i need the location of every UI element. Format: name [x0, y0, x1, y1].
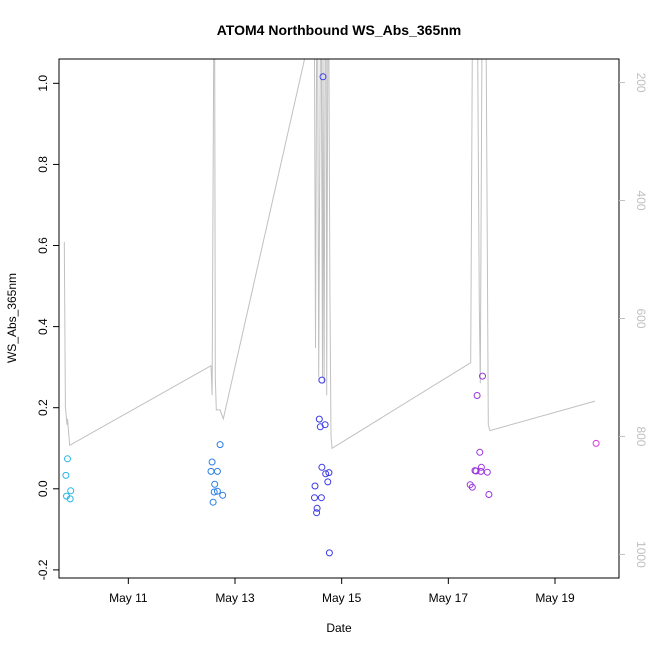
y-tick-label: 0.0: [36, 480, 50, 497]
y2-tick-label: 1000: [634, 541, 648, 568]
data-point-38: [468, 483, 476, 491]
secondary-line: [63, 59, 596, 450]
data-point-36: [483, 468, 491, 476]
data-point-12: [219, 491, 227, 499]
data-point-16: [315, 415, 323, 423]
data-point-10: [210, 488, 218, 496]
data-point-21: [322, 470, 330, 478]
data-point-32: [477, 463, 485, 471]
plot-frame: [58, 58, 620, 579]
y-tick-label: 0.8: [36, 156, 50, 173]
y-axis-label: WS_Abs_365nm: [5, 273, 19, 363]
y-tick-label: 0.4: [36, 318, 50, 335]
data-point-40: [592, 439, 600, 447]
data-point-22: [324, 478, 332, 486]
data-point-18: [316, 423, 324, 431]
y-tick-label: 0.2: [36, 399, 50, 416]
y2-tick-label: 200: [634, 73, 648, 93]
data-point-26: [313, 504, 321, 512]
data-point-15: [318, 376, 326, 384]
data-point-27: [313, 509, 321, 517]
data-point-28: [325, 549, 333, 557]
x-tick-label: May 15: [322, 591, 362, 605]
data-point-39: [485, 491, 493, 498]
y-tick-label: 1.0: [36, 75, 50, 92]
x-tick-label: May 17: [429, 591, 469, 605]
y-tick-label: 0.6: [36, 237, 50, 254]
data-point-30: [473, 392, 481, 399]
data-point-14: [319, 73, 327, 81]
secondary-series: [63, 59, 596, 450]
data-point-24: [311, 494, 318, 502]
data-point-5: [208, 458, 216, 466]
data-point-8: [216, 441, 224, 449]
data-point-3: [67, 487, 75, 495]
data-point-11: [213, 487, 221, 495]
data-point-0: [62, 471, 70, 479]
data-point-34: [472, 467, 480, 475]
x-tick-label: May 19: [535, 591, 575, 605]
data-point-31: [476, 448, 484, 456]
data-point-13: [209, 498, 217, 506]
data-point-4: [66, 495, 74, 503]
data-point-19: [318, 463, 326, 471]
y2-tick-label: 800: [634, 426, 648, 446]
data-point-23: [311, 482, 319, 490]
y2-tick-label: 600: [634, 308, 648, 328]
y2-tick-label: 400: [634, 191, 648, 211]
data-point-9: [211, 480, 219, 488]
axes: May 11 May 13 May 15 May 17 May 19 -0.2 0.0 0.2…: [36, 58, 648, 605]
x-tick-label: May 13: [215, 591, 255, 605]
y-tick-label: -0.2: [36, 559, 50, 580]
data-point-29: [479, 372, 486, 380]
data-point-6: [207, 467, 215, 475]
data-point-1: [64, 455, 71, 463]
x-axis-label: Date: [326, 621, 352, 635]
data-point-25: [317, 494, 325, 502]
x-tick-label: May 11: [109, 591, 148, 605]
chart-title: ATOM4 Northbound WS_Abs_365nm: [217, 22, 462, 38]
data-points: [62, 73, 600, 557]
data-point-7: [213, 467, 221, 475]
data-point-20: [325, 469, 333, 477]
